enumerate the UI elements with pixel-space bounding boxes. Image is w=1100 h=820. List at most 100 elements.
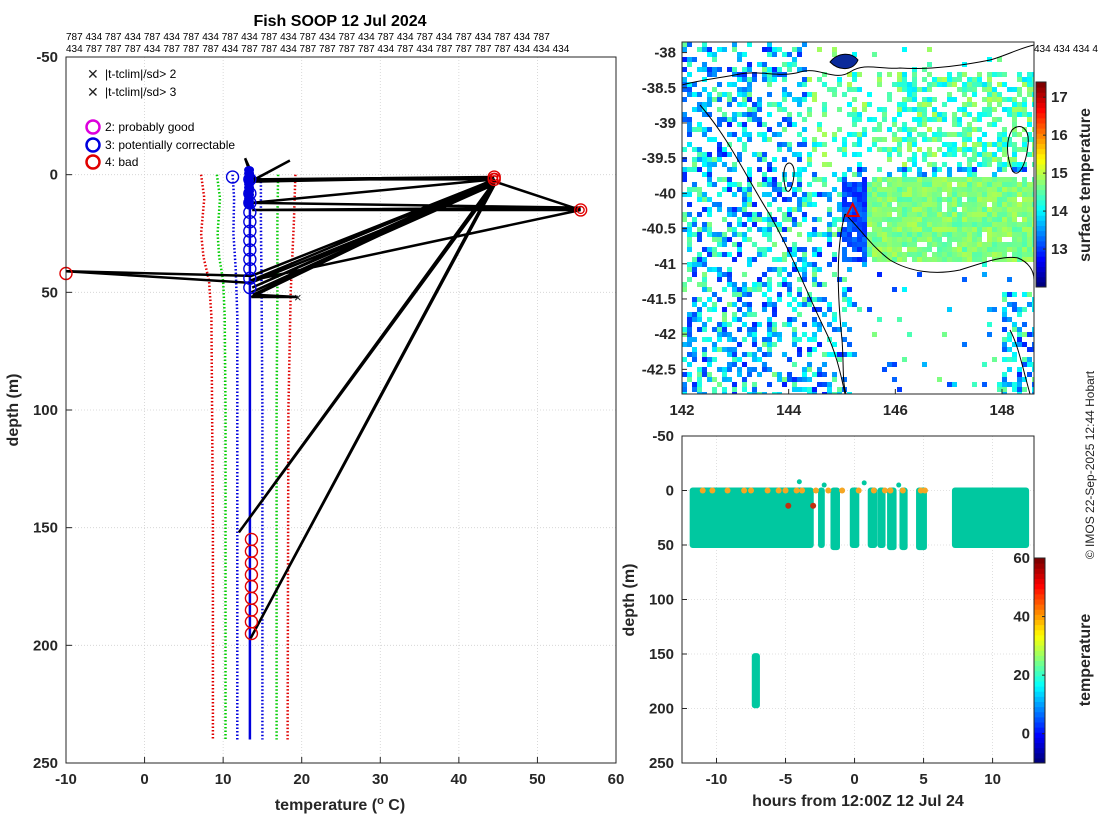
sst-cell (1017, 107, 1022, 112)
sst-cell (892, 187, 897, 192)
sst-cell (687, 317, 692, 322)
sst-cell (882, 247, 887, 252)
sst-cell (967, 167, 972, 172)
sst-cell (767, 217, 772, 222)
section-tick-label-y: 200 (649, 701, 674, 718)
sst-cell (1007, 197, 1012, 202)
sst-cell (927, 232, 932, 237)
colorbar-tick-label: 16 (1051, 127, 1068, 144)
sst-cell (957, 132, 962, 137)
colorbar-segment (1036, 189, 1046, 196)
sst-cell (777, 222, 782, 227)
colorbar-segment (1036, 240, 1046, 247)
sst-cell (752, 257, 757, 262)
sst-cell (1002, 337, 1007, 342)
sst-cell (727, 92, 732, 97)
sst-cell (987, 157, 992, 162)
sst-cell (762, 137, 767, 142)
sst-cell (962, 137, 967, 142)
sst-cell (687, 332, 692, 337)
sst-cell (762, 182, 767, 187)
sst-cell (797, 312, 802, 317)
sst-cell (782, 212, 787, 217)
sst-cell (877, 202, 882, 207)
sst-cell (932, 117, 937, 122)
sst-cell (1027, 197, 1032, 202)
sst-cell (732, 207, 737, 212)
sst-cell (917, 187, 922, 192)
sst-cell (1022, 112, 1027, 117)
sst-cell (697, 192, 702, 197)
sst-cell (1012, 322, 1017, 327)
sst-cell (787, 67, 792, 72)
sst-cell (987, 182, 992, 187)
sst-cell (767, 47, 772, 52)
sst-cell (892, 182, 897, 187)
sst-cell (687, 222, 692, 227)
sst-cell (717, 252, 722, 257)
sst-cell (692, 57, 697, 62)
sst-cell (737, 102, 742, 107)
sst-cell (907, 227, 912, 232)
sst-cell (987, 97, 992, 102)
section-hot-point (921, 487, 928, 494)
sst-cell (1017, 232, 1022, 237)
sst-cell (722, 92, 727, 97)
sst-cell (812, 387, 817, 392)
sst-cell (937, 242, 942, 247)
sst-cell (1012, 127, 1017, 132)
sst-cell (892, 207, 897, 212)
sst-cell (747, 82, 752, 87)
section-colorbar-segment (1034, 609, 1045, 615)
sst-cell (747, 237, 752, 242)
sst-cell (757, 62, 762, 67)
sst-cell (972, 177, 977, 182)
sst-cell (732, 192, 737, 197)
sst-cell (942, 197, 947, 202)
sst-cell (932, 212, 937, 217)
sst-cell (967, 187, 972, 192)
sst-cell (817, 322, 822, 327)
sst-cell (737, 207, 742, 212)
sst-cell (707, 372, 712, 377)
sst-cell (1007, 232, 1012, 237)
sst-cell (782, 377, 787, 382)
section-colorbar-tick-label: 0 (1022, 726, 1030, 743)
sst-cell (897, 207, 902, 212)
sst-cell (987, 192, 992, 197)
sst-cell (817, 77, 822, 82)
sst-cell (1012, 292, 1017, 297)
sst-cell (1032, 192, 1034, 197)
sst-cell (767, 192, 772, 197)
sst-cell (1012, 147, 1017, 152)
sst-cell (802, 97, 807, 102)
sst-cell (892, 247, 897, 252)
sst-cell (1027, 187, 1032, 192)
sst-cell (727, 132, 732, 137)
sst-cell (822, 177, 827, 182)
colorbar-segment (1036, 194, 1046, 201)
sst-cell (687, 132, 692, 137)
sst-cell (942, 102, 947, 107)
sst-cell (722, 162, 727, 167)
sst-cell (887, 202, 892, 207)
sst-cell (872, 182, 877, 187)
sst-cell (772, 302, 777, 307)
sst-cell (852, 352, 857, 357)
sst-cell (692, 352, 697, 357)
sst-cell (967, 242, 972, 247)
sst-cell (862, 107, 867, 112)
sst-cell (852, 212, 857, 217)
sst-cell (837, 77, 842, 82)
section-colorbar-segment (1034, 593, 1045, 600)
sst-cell (762, 77, 767, 82)
sst-cell (827, 227, 832, 232)
sst-cell (762, 252, 767, 257)
sst-cell (962, 127, 967, 132)
sst-cell (747, 327, 752, 332)
sst-cell (797, 152, 802, 157)
sst-cell (947, 247, 952, 252)
sst-cell (947, 257, 952, 262)
sst-cell (1002, 377, 1007, 382)
